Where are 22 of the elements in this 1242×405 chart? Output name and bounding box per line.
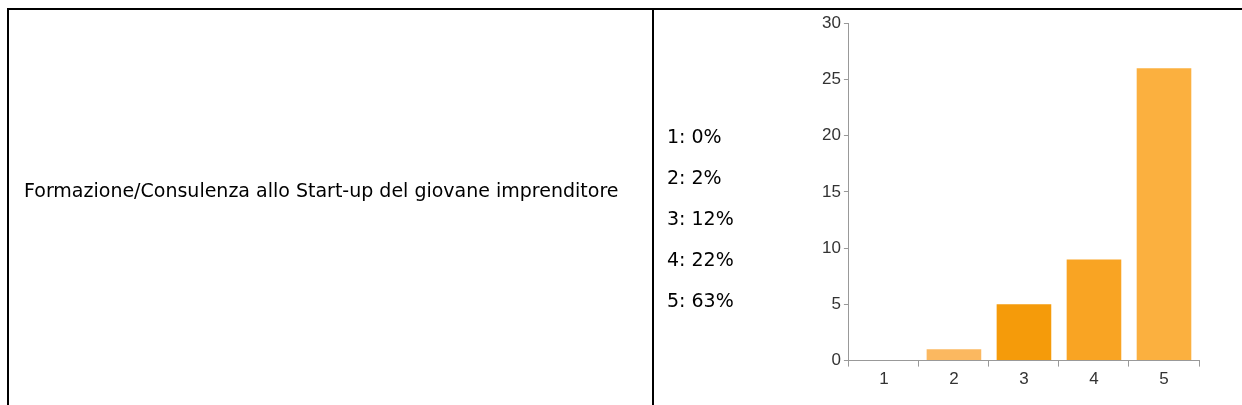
text: 5: 63% — [667, 288, 734, 313]
y-tick-label: 30 — [821, 12, 841, 32]
text: Formazione/Consulenza allo Start-up del giovane imprenditore — [24, 178, 620, 203]
bar — [996, 304, 1052, 361]
bar — [926, 349, 982, 361]
bar — [1066, 259, 1122, 361]
y-tick-label: 0 — [831, 350, 841, 370]
y-tick-label: 25 — [821, 69, 841, 89]
x-tick-label: 1 — [879, 369, 889, 389]
bar — [1136, 68, 1192, 361]
x-tick-label: 3 — [1019, 369, 1029, 389]
text: 3: 12% — [667, 206, 734, 231]
y-tick-label: 15 — [821, 181, 841, 201]
x-tick-label: 5 — [1159, 369, 1169, 389]
text: 4: 22% — [667, 247, 734, 272]
x-tick-label: 2 — [949, 369, 959, 389]
y-tick-label: 20 — [821, 125, 841, 145]
y-tick-label: 10 — [821, 237, 841, 257]
y-tick-label: 5 — [831, 294, 841, 314]
x-tick-label: 4 — [1089, 369, 1099, 389]
text: 2: 2% — [667, 165, 723, 190]
text: 1: 0% — [667, 124, 723, 149]
